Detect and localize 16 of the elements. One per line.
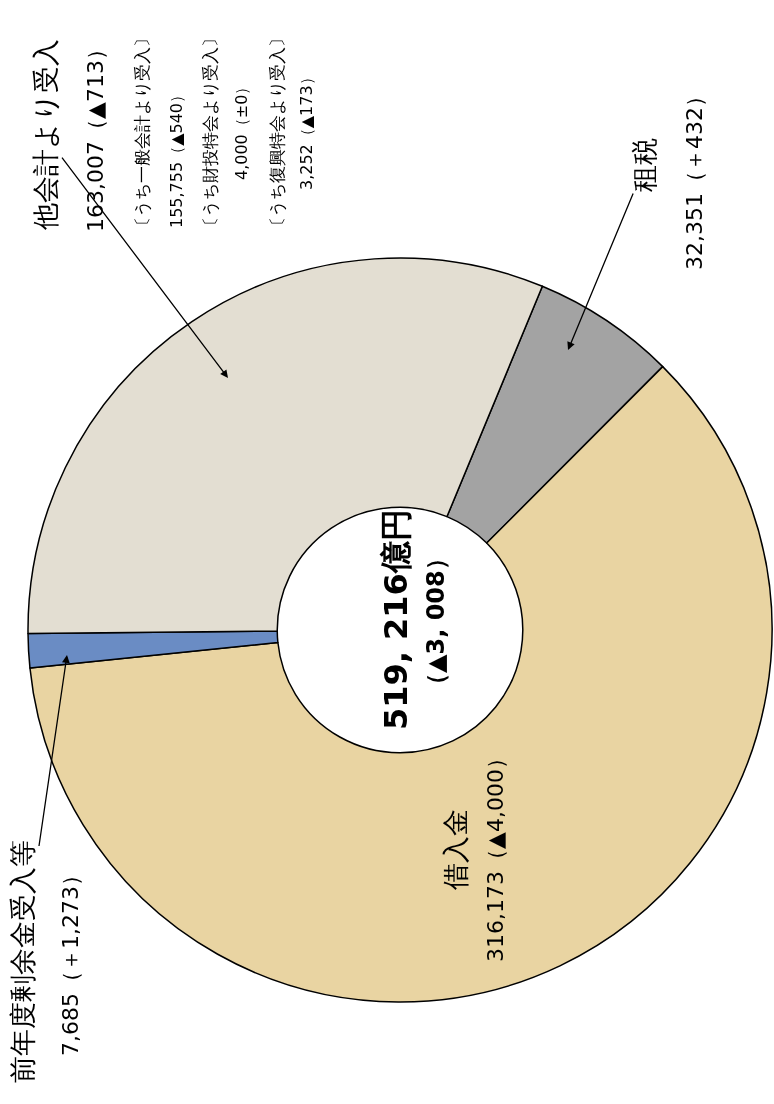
data-label: 163,007（▲713） bbox=[83, 38, 108, 232]
data-label: 32,351（＋432） bbox=[682, 85, 707, 270]
data-label: 7,685（＋1,273） bbox=[58, 864, 83, 1056]
text: （▲3, 008） bbox=[422, 546, 450, 697]
text: 〔うち復興特会より受入〕 bbox=[267, 30, 287, 234]
text: 4,000（±0） bbox=[232, 78, 251, 180]
text: 519, 216億円 bbox=[377, 509, 415, 730]
data-label: 316,173（▲4,000） bbox=[483, 747, 508, 962]
slice-label: 租税 bbox=[629, 138, 660, 192]
text: 〔うち一般会計より受入〕 bbox=[132, 30, 152, 234]
text: 155,755（▲540） bbox=[167, 86, 186, 228]
text: 3,252（▲173） bbox=[297, 69, 316, 190]
slice-label: 前年度剰余金受入等 bbox=[7, 840, 38, 1083]
slice-label: 借入金 bbox=[440, 809, 471, 890]
slice-label: 他会計より受入 bbox=[30, 39, 61, 230]
text: 〔うち財投特会より受入〕 bbox=[200, 30, 220, 234]
